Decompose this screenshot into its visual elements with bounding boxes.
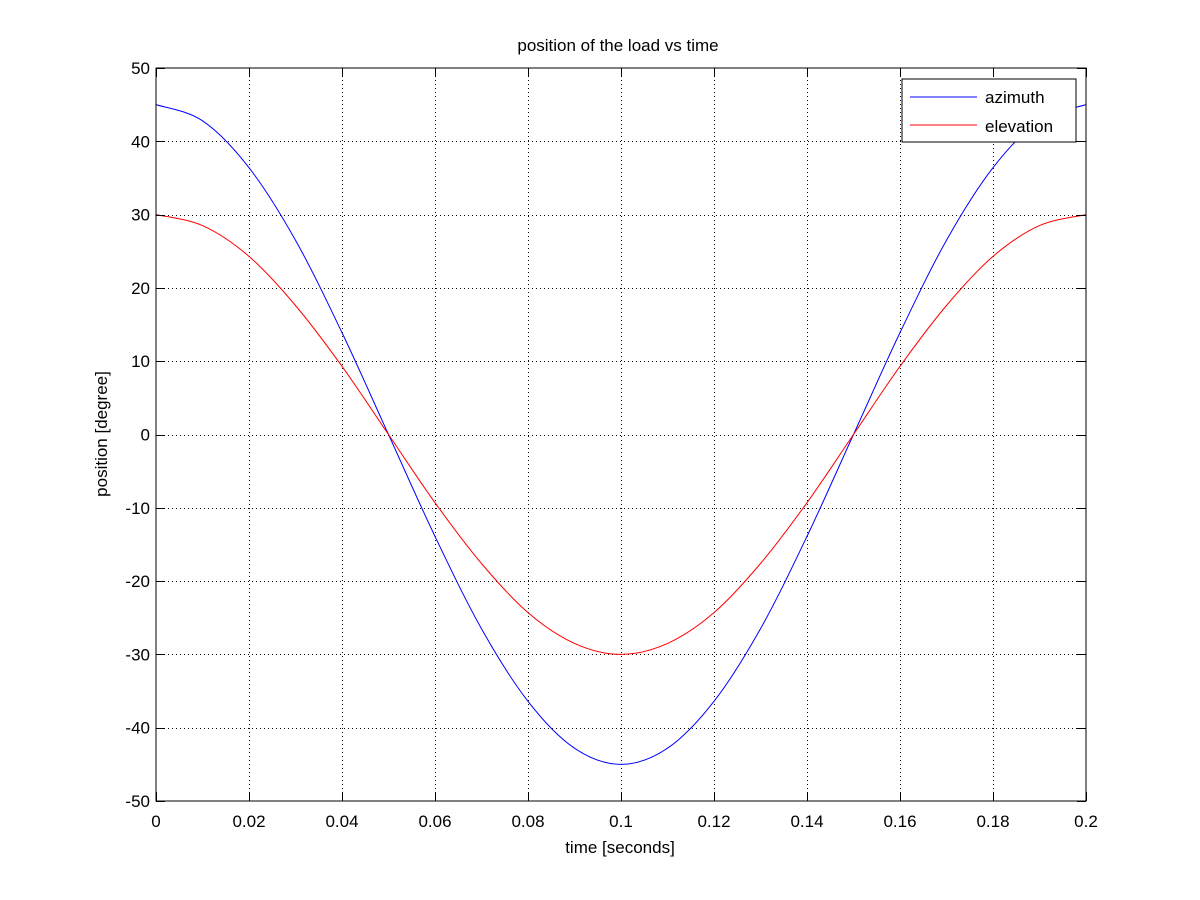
y-tick-label: -40 (125, 719, 150, 738)
x-tick-label: 0.12 (697, 812, 730, 831)
y-tick-label: 50 (131, 59, 150, 78)
y-tick-label: 40 (131, 132, 150, 151)
y-tick-label: 10 (131, 352, 150, 371)
legend: azimuth elevation (901, 78, 1077, 143)
plot-area (156, 68, 1086, 801)
x-tick-label: 0.08 (511, 812, 544, 831)
legend-label-elevation: elevation (985, 117, 1053, 136)
x-tick-label: 0.18 (976, 812, 1009, 831)
y-tick-label: -10 (125, 499, 150, 518)
x-tick-label: 0.2 (1074, 812, 1098, 831)
series-line-azimuth (155, 104, 1087, 765)
x-tick-label: 0.14 (790, 812, 823, 831)
y-tick-labels: -50 -40 -30 -20 -10 0 10 20 30 40 50 (125, 59, 150, 811)
y-tick-label: -20 (125, 572, 150, 591)
x-tick-label: 0.04 (325, 812, 358, 831)
x-tick-label: 0.1 (609, 812, 633, 831)
y-tick-label: 30 (131, 206, 150, 225)
x-tick-label: 0.02 (232, 812, 265, 831)
series-line-elevation (155, 214, 1087, 655)
y-axis-label: position [degree] (92, 371, 111, 497)
y-tick-label: 20 (131, 279, 150, 298)
y-tick-label: -30 (125, 645, 150, 664)
legend-label-azimuth: azimuth (985, 88, 1045, 107)
x-axis-label: time [seconds] (565, 838, 675, 857)
tick-marks (156, 68, 1087, 802)
x-tick-label: 0.16 (883, 812, 916, 831)
x-tick-label: 0.06 (418, 812, 451, 831)
x-tick-label: 0 (151, 812, 160, 831)
y-tick-label: -50 (125, 792, 150, 811)
x-tick-labels: 0 0.02 0.04 0.06 0.08 0.1 0.12 0.14 0.16 0.18 0.2 (151, 812, 1098, 831)
legend-box (901, 78, 1077, 143)
y-tick-label: 0 (141, 426, 150, 445)
series-lines (155, 104, 1087, 765)
chart-title: position of the load vs time (517, 36, 718, 55)
